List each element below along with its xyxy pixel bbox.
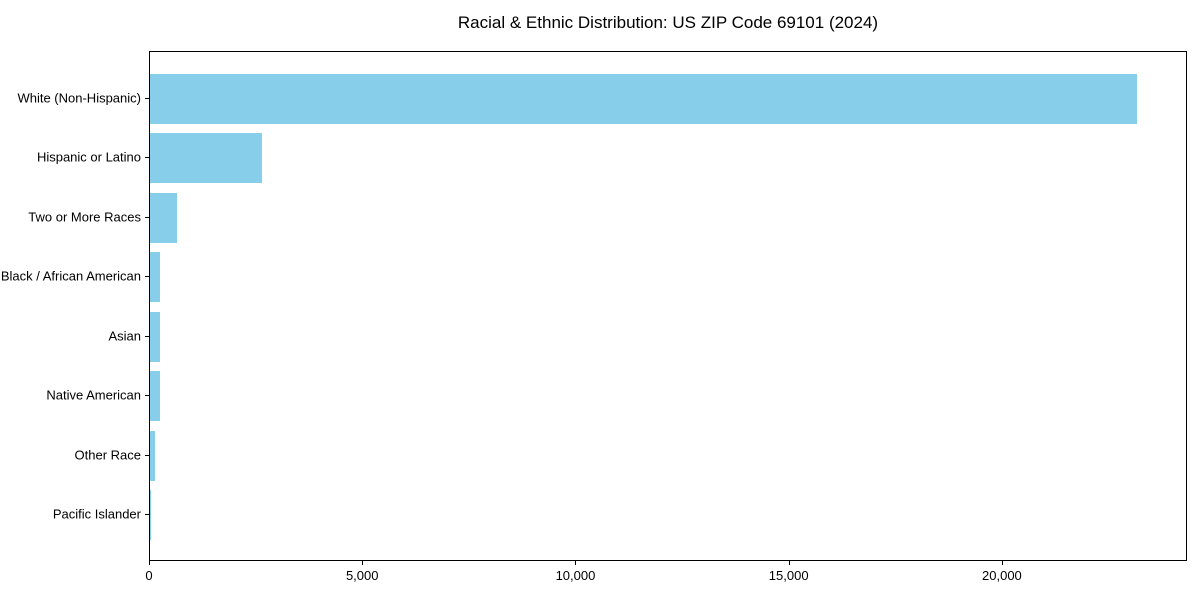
y-tick-mark [145, 335, 149, 337]
x-tick-label: 15,000 [768, 568, 809, 583]
category-label: Other Race [74, 447, 141, 463]
category-label: Pacific Islander [52, 506, 141, 522]
y-tick-mark [145, 454, 149, 456]
x-tick-mark [149, 561, 150, 565]
category-label: Native American [46, 387, 141, 403]
bar [150, 311, 161, 362]
y-tick-mark [145, 395, 149, 397]
category-label: Black / African American [0, 268, 141, 284]
x-tick-mark [575, 561, 577, 565]
bar [150, 74, 1137, 124]
category-label: White (Non-Hispanic) [17, 90, 141, 106]
x-tick-label: 5,000 [345, 568, 379, 583]
x-tick-mark [788, 561, 790, 565]
y-tick-mark [145, 514, 149, 515]
x-tick-label: 10,000 [555, 568, 596, 583]
y-tick-mark [145, 157, 149, 159]
plot-area [149, 51, 1187, 561]
chart-title: Racial & Ethnic Distribution: US ZIP Cod… [457, 13, 879, 32]
x-tick-label: 0 [145, 568, 153, 583]
bar [150, 371, 160, 422]
x-tick-label: 20,000 [982, 568, 1022, 583]
y-tick-mark [145, 216, 149, 218]
x-tick-mark [362, 561, 364, 565]
bar [150, 252, 161, 303]
y-tick-mark [145, 98, 149, 99]
category-label: Hispanic or Latino [36, 149, 141, 165]
bar [150, 430, 155, 481]
category-label: Asian [108, 328, 141, 344]
y-tick-mark [145, 276, 149, 278]
bar [150, 192, 178, 243]
x-tick-mark [1001, 561, 1003, 565]
category-label: Two or More Races [28, 209, 141, 225]
bar [150, 133, 262, 184]
